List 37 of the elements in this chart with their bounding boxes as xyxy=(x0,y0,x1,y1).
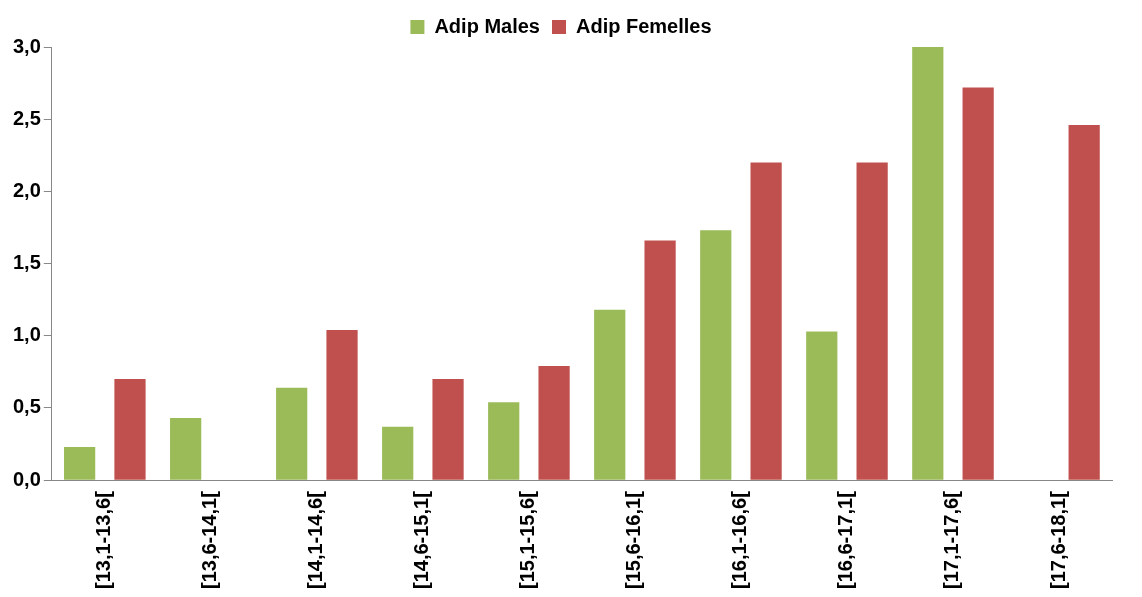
bar xyxy=(538,366,570,480)
bar xyxy=(700,230,732,480)
legend-label: Adip Males xyxy=(434,14,540,37)
x-tick-label: [15,1-15,6[ xyxy=(516,490,539,590)
x-tick-label: [16,6-17,1[ xyxy=(834,490,857,590)
bar xyxy=(644,240,676,480)
bar xyxy=(382,426,414,480)
bar xyxy=(856,162,888,480)
legend-label: Adip Femelles xyxy=(575,14,712,37)
y-tick-label: 2,0 xyxy=(12,178,41,201)
bar xyxy=(594,309,626,480)
y-tick-label: 3,0 xyxy=(12,34,41,57)
x-tick-label: [14,6-15,1[ xyxy=(410,490,433,590)
bar xyxy=(962,87,994,480)
bar xyxy=(114,379,146,480)
x-tick-label: [14,1-14,6[ xyxy=(304,490,327,590)
y-tick-label: 1,0 xyxy=(12,323,41,346)
bar xyxy=(170,418,202,480)
bar xyxy=(64,446,96,480)
bar xyxy=(276,387,308,480)
x-tick-label: [15,6-16,1[ xyxy=(622,490,645,590)
bar xyxy=(1068,124,1100,480)
y-tick-label: 1,5 xyxy=(12,251,41,274)
bar xyxy=(806,331,838,480)
x-tick-label: [17,6-18,1[ xyxy=(1046,490,1069,590)
x-tick-label: [17,1-17,6[ xyxy=(940,490,963,590)
x-tick-label: [16,1-16,6[ xyxy=(728,490,751,590)
y-tick-label: 0,0 xyxy=(12,467,41,490)
bar xyxy=(912,47,944,480)
bar xyxy=(750,162,782,480)
x-tick-label: [13,6-14,1[ xyxy=(198,490,221,590)
bar xyxy=(326,330,358,480)
x-tick-label: [13,1-13,6[ xyxy=(92,490,115,590)
bar xyxy=(432,379,464,480)
y-tick-label: 2,5 xyxy=(12,106,41,129)
y-tick-label: 0,5 xyxy=(12,395,41,418)
bar xyxy=(488,402,520,480)
